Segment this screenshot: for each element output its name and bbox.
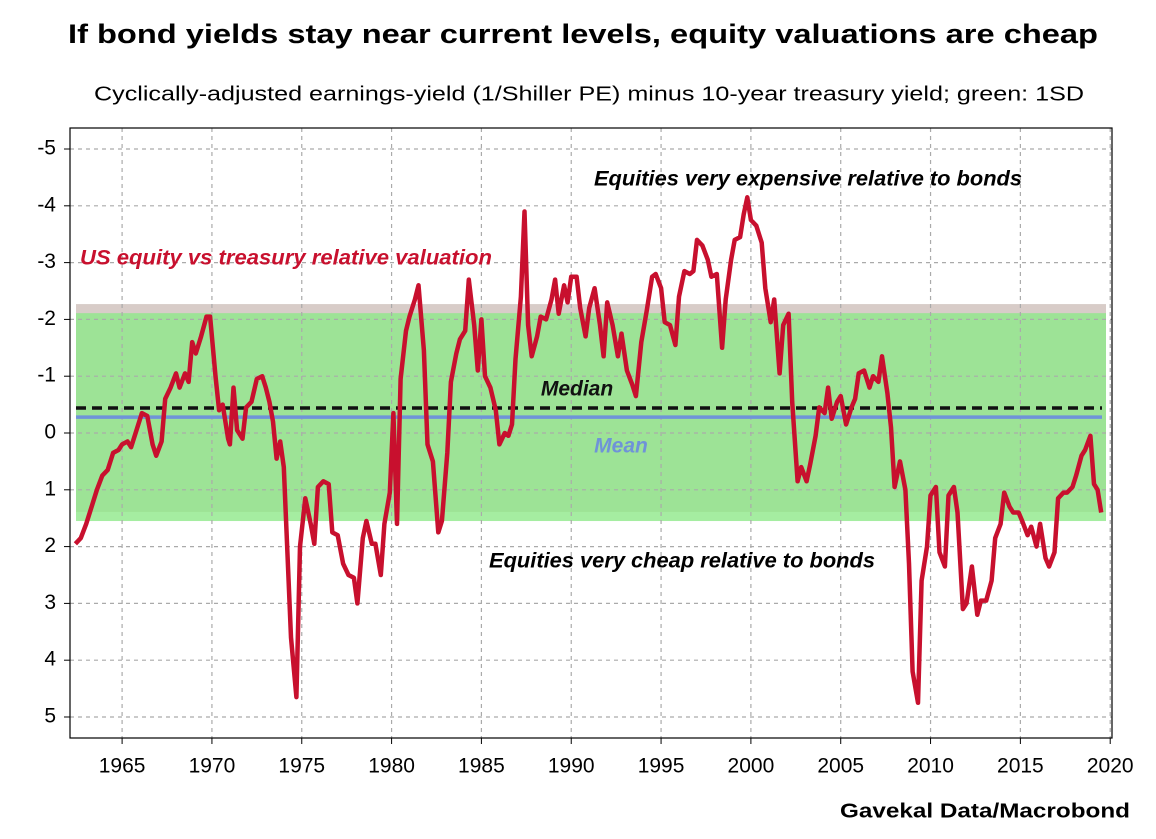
- reference-label: Mean: [594, 435, 648, 458]
- x-tick-label: 1990: [548, 755, 595, 778]
- plot-frame: [69, 127, 1113, 739]
- x-tick-label: 1965: [99, 755, 146, 778]
- y-tick-label: -4: [37, 193, 56, 216]
- series-line: [73, 195, 1104, 706]
- y-tick-label: 4: [44, 648, 56, 671]
- y-tick-label: -5: [37, 137, 56, 160]
- plot-area: 5 4 3 2 1 0 -1 -2 -3 -4 -5 1965 1970 1975 1980 1985 1990…: [37, 127, 1134, 778]
- y-tick-label: 0: [44, 421, 56, 444]
- x-tick-label: 1975: [278, 755, 325, 778]
- x-tick-label: 1995: [638, 755, 685, 778]
- x-tick-label: 2010: [907, 755, 954, 778]
- annotation: Equities very cheap relative to bonds: [489, 550, 875, 573]
- y-tick-label: -3: [37, 250, 56, 273]
- x-tick-label: 1985: [458, 755, 505, 778]
- chart-subtitle: Cyclically-adjusted earnings-yield (1/Sh…: [94, 83, 1084, 105]
- y-tick-label: 2: [44, 534, 56, 557]
- x-tick-label: 2005: [817, 755, 864, 778]
- x-tick-label: 2020: [1087, 755, 1134, 778]
- y-tick-label: 5: [44, 705, 56, 728]
- x-tick-label: 2015: [997, 755, 1044, 778]
- annotation: Equities very expensive relative to bond…: [594, 168, 1022, 191]
- legend-label: US equity vs treasury relative valuation: [80, 247, 492, 270]
- y-tick-label: -2: [37, 307, 56, 330]
- source-note: Gavekal Data/Macrobond: [840, 800, 1130, 822]
- x-tick-label: 1970: [189, 755, 236, 778]
- y-tick-label: 3: [44, 591, 56, 614]
- x-tick-label: 2000: [728, 755, 775, 778]
- x-tick-label: 1980: [368, 755, 415, 778]
- reference-label: Median: [541, 378, 613, 401]
- chart-title: If bond yields stay near current levels,…: [68, 19, 1098, 49]
- y-tick-label: 1: [44, 477, 56, 500]
- y-tick-label: -1: [37, 364, 56, 387]
